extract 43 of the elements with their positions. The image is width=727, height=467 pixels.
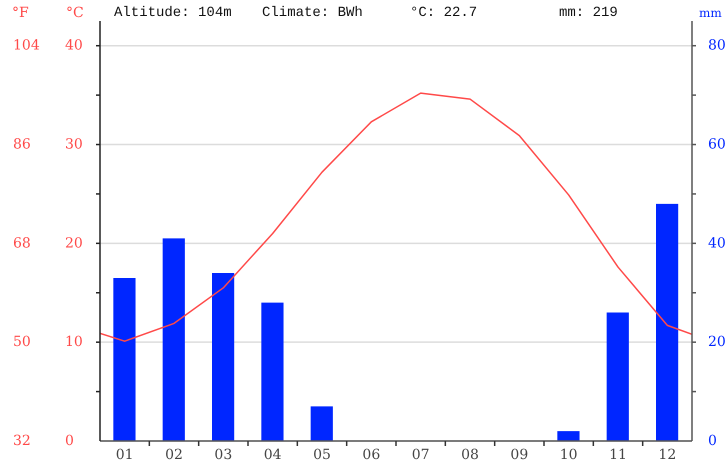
x-tick-label: 03 bbox=[214, 447, 232, 463]
y3-axis-title: °F bbox=[12, 5, 29, 21]
bar bbox=[261, 302, 284, 441]
text: Altitude: 104m bbox=[114, 5, 232, 21]
y3-tick-label: 32 bbox=[13, 433, 31, 449]
bar bbox=[212, 273, 234, 441]
y-tick-label: 20 bbox=[65, 235, 83, 252]
bar bbox=[113, 278, 136, 441]
x-tick-label: 11 bbox=[609, 447, 627, 463]
x-tick-label: 01 bbox=[116, 447, 134, 463]
line-series bbox=[100, 92, 692, 342]
x-tick-label: 12 bbox=[658, 447, 676, 463]
bar bbox=[606, 312, 629, 441]
x-tick-label: 10 bbox=[560, 447, 578, 463]
y-tick-label: 0 bbox=[65, 433, 74, 449]
y-tick-label: 30 bbox=[65, 136, 83, 153]
y2-tick-label: 0 bbox=[708, 433, 717, 449]
y2-axis-title: mm bbox=[699, 6, 722, 20]
text: mm: 219 bbox=[559, 5, 618, 21]
y2-tick-label: 20 bbox=[708, 334, 726, 350]
y3-tick-label: 50 bbox=[13, 334, 31, 350]
x-tick-label: 09 bbox=[510, 447, 528, 463]
y3-tick-label: 68 bbox=[13, 235, 31, 252]
x-tick-label: 05 bbox=[313, 447, 331, 463]
x-tick-label: 07 bbox=[412, 447, 430, 463]
bar bbox=[162, 238, 185, 441]
y-axis-title: °C bbox=[66, 5, 84, 21]
y3-tick-label: 86 bbox=[13, 136, 31, 153]
x-tick-label: 02 bbox=[165, 447, 183, 463]
y-tick-label: 40 bbox=[65, 38, 83, 54]
text: °C: 22.7 bbox=[410, 5, 478, 21]
x-tick-label: 08 bbox=[461, 447, 479, 463]
bar bbox=[656, 204, 678, 441]
x-tick-label: 06 bbox=[362, 447, 380, 463]
y2-tick-label: 80 bbox=[708, 38, 726, 54]
y2-tick-label: 40 bbox=[708, 235, 726, 252]
y3-tick-label: 104 bbox=[13, 38, 40, 54]
x-tick-label: 04 bbox=[264, 447, 282, 463]
bar bbox=[310, 406, 333, 441]
text: Climate: BWh bbox=[262, 5, 363, 21]
bar bbox=[557, 431, 580, 441]
y-tick-label: 10 bbox=[65, 334, 83, 350]
y2-tick-label: 60 bbox=[708, 136, 726, 153]
